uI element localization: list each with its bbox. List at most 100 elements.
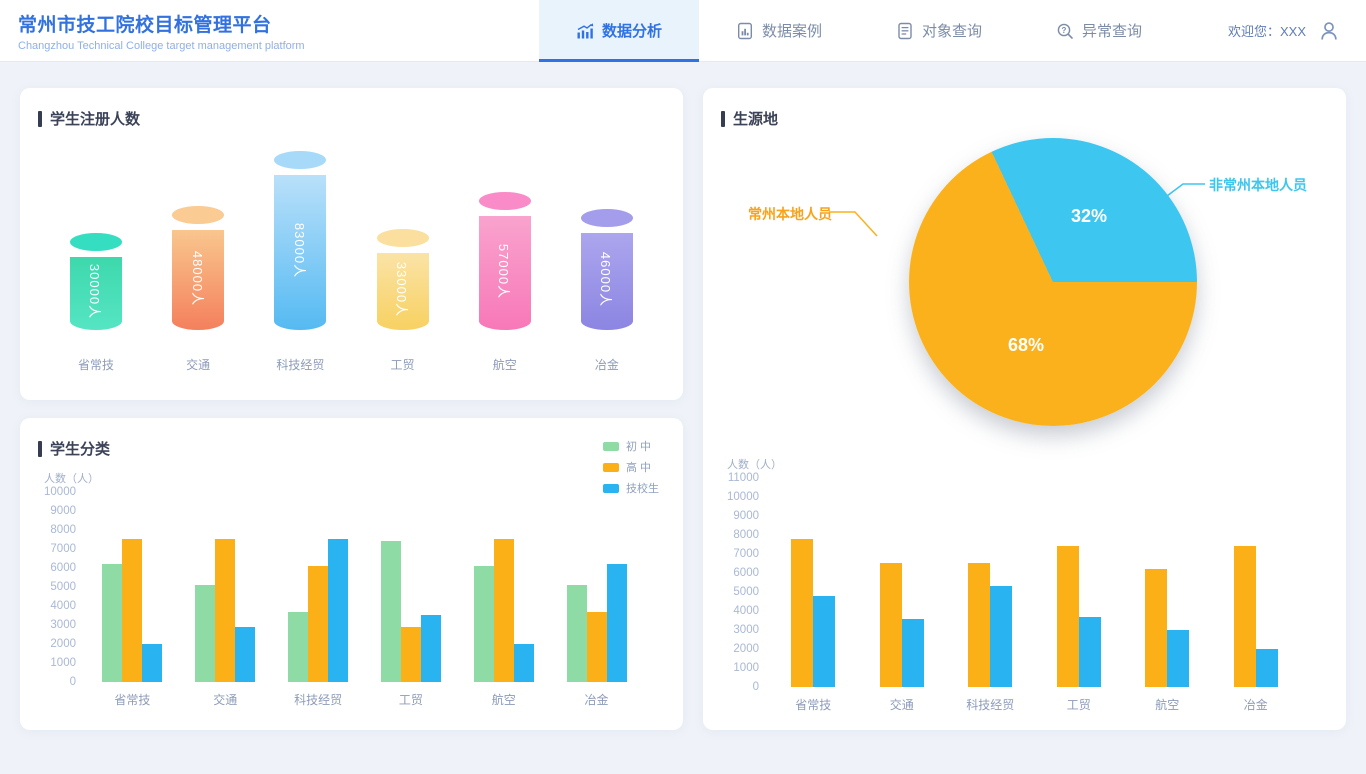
cylinder-bar: 33000人 <box>376 229 429 330</box>
y-tick-label: 0 <box>752 681 759 693</box>
tab-label: 数据案例 <box>761 23 822 40</box>
user-icon[interactable] <box>1318 20 1340 42</box>
brand: 常州市技工院校目标管理平台 Changzhou Technical Colleg… <box>18 0 539 61</box>
document-lines-icon <box>898 22 912 39</box>
cylinder-item: 48000人 交通 <box>156 206 240 372</box>
app-title: 常州市技工院校目标管理平台 <box>18 14 272 36</box>
legend-item[interactable]: 技校生 <box>603 480 659 496</box>
pie-percentage-nonlocal: 32% <box>1071 206 1108 226</box>
y-tick-label: 11000 <box>727 472 759 484</box>
y-tick-label: 8000 <box>50 524 76 536</box>
y-tick-label: 5000 <box>733 586 759 598</box>
y-tick-label: 10000 <box>727 491 759 503</box>
bar-group <box>272 539 365 682</box>
bar-group <box>86 539 179 682</box>
bars <box>86 492 643 682</box>
bar <box>606 564 627 682</box>
bar <box>879 563 902 687</box>
bar <box>513 644 534 682</box>
category-label: 工贸 <box>390 358 415 372</box>
bar-group <box>457 539 550 682</box>
y-tick-label: 9000 <box>733 510 759 522</box>
bars <box>769 478 1300 687</box>
bar-group <box>858 563 947 687</box>
x-category-label: 工贸 <box>1066 698 1091 712</box>
x-category-label: 交通 <box>889 698 914 712</box>
category-label: 航空 <box>492 358 517 372</box>
cylinder-bar: 83000人 <box>274 151 327 330</box>
x-category-label: 交通 <box>213 693 238 707</box>
title-marker <box>38 440 42 457</box>
tab-object-query[interactable]: 对象查询 <box>859 0 1019 61</box>
card-title-row: 学生分类 <box>20 418 683 459</box>
y-tick-label: 3000 <box>50 619 76 631</box>
x-axis-labels: 省常技 交通 科技经贸 工贸 航空 冶金 <box>769 687 1300 713</box>
app-subtitle: Changzhou Technical College target manag… <box>18 39 305 52</box>
card-title: 学生注册人数 <box>50 111 141 128</box>
card-student-classification: 学生分类 初 中高 中技校生 人数（人） 10000 9000 8000 7000 60… <box>20 418 683 730</box>
cylinder-item: 83000人科技经贸 <box>258 151 342 372</box>
cylinder-body <box>274 160 327 330</box>
y-axis: 10000 9000 8000 7000 6000 5000 4000 3000 2000 100… <box>44 486 86 688</box>
cylinder-top <box>274 151 327 169</box>
cylinder-body <box>70 242 122 330</box>
y-tick-label: 2000 <box>733 643 759 655</box>
y-tick-label: 9000 <box>50 505 76 517</box>
document-chart-icon <box>737 22 752 39</box>
bar <box>380 541 401 682</box>
x-category-label: 省常技 <box>114 693 151 707</box>
bar <box>328 539 349 682</box>
bar-group <box>550 564 643 682</box>
app-header: 常州市技工院校目标管理平台 Changzhou Technical Colleg… <box>0 0 1366 62</box>
category-label: 冶金 <box>594 358 619 372</box>
user-area: 欢迎您：XXX <box>1228 0 1366 61</box>
pie-label-nonlocal: 非常州本地人员 <box>1209 177 1307 193</box>
x-category-label: 航空 <box>1155 698 1180 712</box>
tab-label: 对象查询 <box>921 23 982 40</box>
cylinder-value: 83000人 <box>291 222 307 279</box>
bar <box>813 596 836 687</box>
y-tick-label: 0 <box>69 676 76 688</box>
bar <box>1233 546 1256 687</box>
legend-swatch <box>603 441 619 451</box>
chart-legend: 初 中高 中技校生 <box>603 438 659 496</box>
cylinder-body <box>478 201 531 330</box>
tab-data-analysis[interactable]: 数据分析 <box>539 0 699 62</box>
y-tick-label: 6000 <box>733 567 759 579</box>
bar <box>901 619 924 687</box>
welcome-text: 欢迎您：XXX <box>1227 24 1306 39</box>
bar <box>195 585 216 682</box>
tab-data-cases[interactable]: 数据案例 <box>699 0 859 61</box>
bar-group <box>179 539 272 682</box>
legend-label: 技校生 <box>626 483 659 495</box>
y-axis-label: 人数（人） <box>44 473 99 485</box>
cylinder-value: 30000人 <box>87 263 103 320</box>
main-nav: 数据分析 数据案例 对象查询 ? <box>539 0 1179 62</box>
tab-anomaly-query[interactable]: ? 异常查询 <box>1019 0 1179 61</box>
cylinder-value: 46000人 <box>598 251 614 308</box>
cylinder-value: 33000人 <box>394 261 410 318</box>
bar <box>122 539 143 682</box>
legend-item[interactable]: 初 中 <box>603 438 659 454</box>
y-axis: 11000 10000 9000 8000 7000 6000 5000 4000 3000 20… <box>727 472 769 693</box>
cylinder-item: 57000人 航空 <box>463 192 547 372</box>
cylinder-bar: 48000人 <box>172 206 225 330</box>
cylinder-top <box>376 229 429 247</box>
y-tick-label: 1000 <box>50 657 76 669</box>
card-title-row: 生源地 <box>703 88 1346 129</box>
y-tick-label: 4000 <box>50 600 76 612</box>
bar <box>288 612 309 682</box>
x-category-label: 科技经贸 <box>966 698 1015 712</box>
category-label: 科技经贸 <box>276 358 325 372</box>
y-tick-label: 10000 <box>44 486 76 498</box>
card-title: 生源地 <box>733 111 779 128</box>
legend-item[interactable]: 高 中 <box>603 459 659 475</box>
bar <box>586 612 607 682</box>
cylinder-bar: 30000人 <box>70 233 122 330</box>
y-tick-label: 7000 <box>733 548 759 560</box>
bar <box>990 586 1013 687</box>
x-category-label: 省常技 <box>795 698 832 712</box>
x-category-label: 冶金 <box>1243 698 1268 712</box>
legend-label: 初 中 <box>626 441 652 453</box>
bar-group <box>364 541 457 682</box>
